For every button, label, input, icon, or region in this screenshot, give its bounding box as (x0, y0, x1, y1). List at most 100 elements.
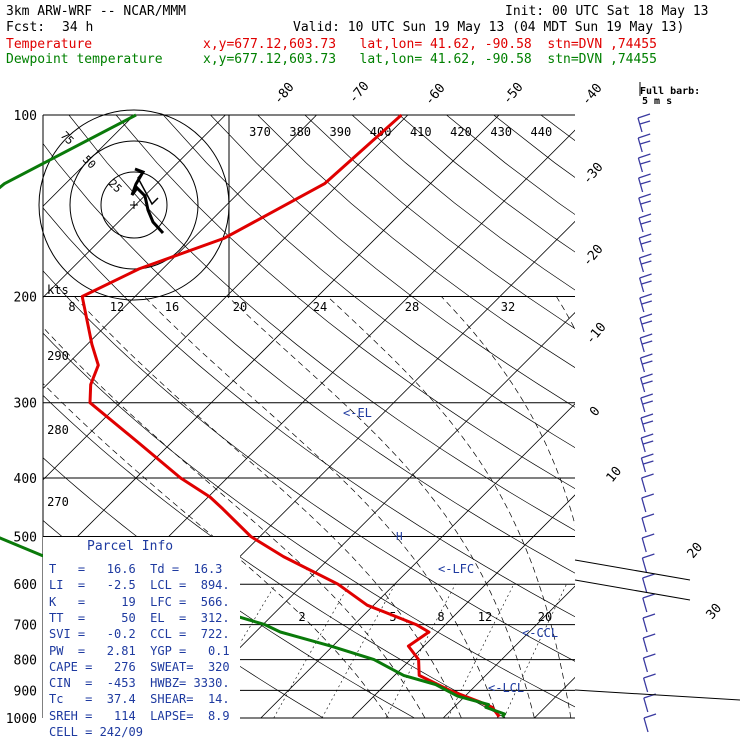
isotherm-line (43, 115, 317, 390)
dry-adiabat (163, 115, 575, 449)
wind-barb (642, 553, 655, 559)
theta-label: 380 (289, 125, 311, 139)
wind-barbs (637, 113, 657, 733)
wind-barb (639, 377, 646, 393)
parcel-info-panel: Parcel Info T = 16.6 Td = 16.3 LI = -2.5 … (43, 537, 240, 739)
wind-barb (641, 473, 654, 479)
isotherm-label: -50 (500, 80, 527, 108)
dry-adiabat (588, 115, 740, 718)
parcel-info-row: PW = 2.81 YGP = 0.1 (49, 643, 230, 658)
mixing-ratio-label: 8 (437, 610, 444, 624)
dry-adiabat (68, 115, 575, 531)
parcel-info-row: TT = 50 EL = 312. (49, 610, 230, 625)
forecast-hour: 34 h (62, 20, 94, 35)
wind-barb (642, 613, 656, 619)
dewpoint-profile (0, 113, 507, 718)
wind-barb (640, 180, 651, 185)
wind-barb (641, 537, 647, 553)
wind-barb (643, 440, 654, 445)
mixing-ratio-label: 8 (68, 300, 75, 314)
theta-label: 270 (47, 495, 69, 509)
wind-barb (638, 257, 645, 273)
isotherm-label: -80 (271, 80, 298, 108)
skew-extension-lines (574, 559, 740, 701)
wind-barb (640, 220, 652, 225)
wind-barb (637, 157, 644, 173)
hodograph-ring (100, 171, 168, 239)
wind-barb (638, 197, 644, 213)
wind-barb (640, 437, 646, 453)
theta-label: 390 (330, 125, 352, 139)
pressure-label: 500 (14, 530, 37, 545)
wind-barb (641, 517, 647, 533)
wind-barb (638, 277, 645, 293)
isotherm-line (626, 115, 740, 718)
mixing-ratio-label: 16 (165, 300, 179, 314)
wind-key-title: Full barb: (640, 86, 700, 97)
dry-adiabat (399, 115, 575, 253)
valid-time: Valid: 10 UTC Sun 19 May 13 (04 MDT Sun … (293, 20, 685, 35)
hodo-marker: H (396, 530, 403, 543)
temperature-profile (80, 113, 501, 718)
wind-barb (640, 397, 646, 413)
pressure-label: 600 (14, 578, 37, 593)
wind-barb (642, 637, 648, 653)
theta-label: 280 (47, 423, 69, 437)
wind-barb (642, 573, 655, 579)
dry-adiabat (43, 332, 575, 708)
pressure-label: 400 (14, 472, 37, 487)
wind-barb (642, 633, 656, 639)
mixing-ratio-line (273, 584, 350, 718)
level-annotation: <-CCL (522, 626, 558, 640)
parcel-info-row: SVI = -0.2 CCL = 722. (49, 627, 230, 642)
wind-barb (638, 217, 644, 233)
wind-barb (640, 457, 647, 473)
wind-barb (639, 313, 653, 319)
wind-barb (637, 113, 651, 119)
wind-barb (639, 120, 651, 125)
moist-adiabat (227, 296, 535, 718)
wind-barb (642, 617, 648, 633)
wind-barb (641, 577, 648, 593)
dry-adiabat (43, 394, 506, 718)
parcel-info-row: T = 16.6 Td = 16.3 (49, 562, 223, 576)
forecast-label: Fcst: (6, 20, 46, 35)
wind-barb (640, 373, 653, 379)
wind-barb (641, 240, 652, 245)
wind-barb (642, 400, 653, 405)
wind-barb (641, 280, 652, 285)
mixing-ratio-label: 20 (538, 610, 552, 624)
wind-barb (641, 320, 653, 325)
parcel-info-row: Tc = 37.4 SHEAR= 14. (49, 692, 230, 707)
parcel-info-row: CELL = 242/09 (49, 725, 143, 739)
wind-barb (637, 133, 651, 139)
temperature-legend-label: Temperature (6, 37, 93, 52)
isotherm-line (43, 115, 500, 572)
hodograph-ring (69, 140, 199, 270)
wind-barb (638, 237, 644, 253)
wind-barb (639, 297, 645, 313)
wind-barb (640, 413, 654, 419)
moist-adiabat (327, 296, 572, 718)
isotherm-label: -70 (346, 79, 373, 107)
isotherm-line (442, 585, 575, 718)
parcel-info-row: CAPE = 276 SWEAT= 320 (49, 659, 230, 674)
wind-barb (640, 140, 651, 145)
init-time: Init: 00 UTC Sat 18 May 13 (505, 4, 709, 19)
hodograph-trace-upper (137, 171, 159, 206)
theta-label: 370 (249, 125, 271, 139)
pressure-label: 800 (14, 654, 37, 669)
wind-barb (642, 597, 648, 613)
mixing-ratio-label: 2 (298, 610, 305, 624)
level-annotation: <-LCL (488, 681, 524, 695)
mixing-ratio-line (321, 584, 396, 718)
dry-adiabat (115, 115, 575, 490)
dry-adiabat (43, 270, 575, 662)
mixing-ratio-label: 20 (233, 300, 247, 314)
wind-barb (641, 300, 652, 305)
theta-label: 440 (531, 125, 553, 139)
pressure-label: 100 (14, 109, 37, 124)
wind-barb (643, 653, 656, 659)
wind-barb (640, 393, 654, 399)
isotherm-label: -30 (580, 160, 607, 188)
